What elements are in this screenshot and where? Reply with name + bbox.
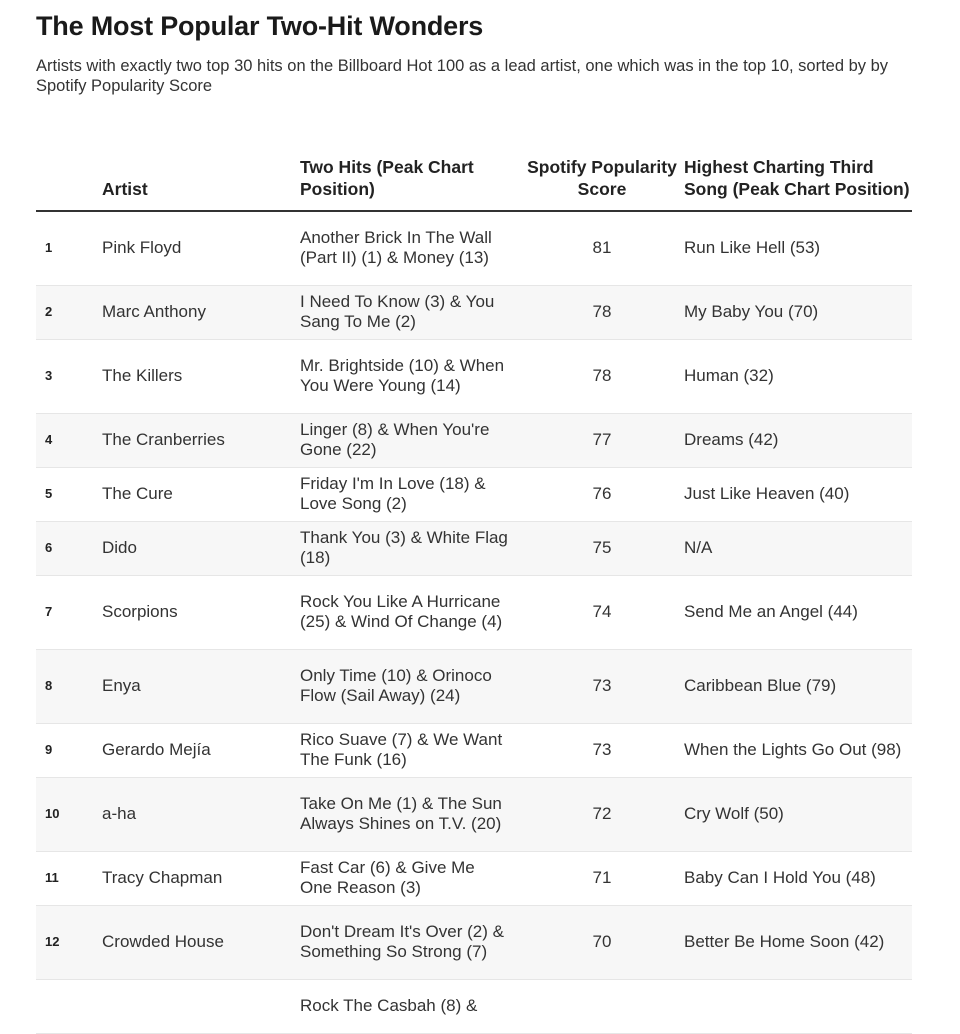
cell-third-song: Better Be Home Soon (42) bbox=[684, 905, 912, 980]
cell-rank: 12 bbox=[36, 905, 102, 980]
cell-rank: 5 bbox=[36, 467, 102, 522]
cell-rank: 10 bbox=[36, 777, 102, 852]
cell-two-hits: Rock You Like A Hurricane (25) & Wind Of… bbox=[300, 575, 520, 650]
header-rank bbox=[36, 128, 102, 212]
cell-third-song bbox=[684, 979, 912, 1034]
header-artist: Artist bbox=[102, 128, 300, 212]
cell-spotify-score: 75 bbox=[520, 521, 684, 576]
cell-third-song: When the Lights Go Out (98) bbox=[684, 723, 912, 778]
cell-two-hits: Take On Me (1) & The Sun Always Shines o… bbox=[300, 777, 520, 852]
cell-third-song: Just Like Heaven (40) bbox=[684, 467, 912, 522]
cell-artist: The Cranberries bbox=[102, 413, 300, 468]
cell-artist: The Cure bbox=[102, 467, 300, 522]
cell-rank: 6 bbox=[36, 521, 102, 576]
cell-third-song: Cry Wolf (50) bbox=[684, 777, 912, 852]
table-row: 6 Dido Thank You (3) & White Flag (18) 75 N/… bbox=[36, 521, 912, 576]
table-row: 11 Tracy Chapman Fast Car (6) & Give Me On… bbox=[36, 851, 912, 906]
data-table: Artist Two Hits (Peak Chart Position) Sp… bbox=[36, 128, 912, 1034]
table-row: 12 Crowded House Don't Dream It's Over (2)… bbox=[36, 905, 912, 980]
table-row: 3 The Killers Mr. Brightside (10) & When Y… bbox=[36, 339, 912, 414]
cell-artist: Scorpions bbox=[102, 575, 300, 650]
cell-spotify-score: 76 bbox=[520, 467, 684, 522]
table-row: 1 Pink Floyd Another Brick In The Wall (Pa… bbox=[36, 211, 912, 286]
cell-spotify-score: 70 bbox=[520, 905, 684, 980]
cell-spotify-score: 71 bbox=[520, 851, 684, 906]
cell-rank: 2 bbox=[36, 285, 102, 340]
table-body: 1 Pink Floyd Another Brick In The Wall (Pa… bbox=[36, 211, 912, 1034]
cell-artist: Marc Anthony bbox=[102, 285, 300, 340]
cell-artist: Enya bbox=[102, 649, 300, 724]
table-row: 5 The Cure Friday I'm In Love (18) & Love … bbox=[36, 467, 912, 522]
cell-third-song: Human (32) bbox=[684, 339, 912, 414]
cell-rank: 4 bbox=[36, 413, 102, 468]
cell-rank: 9 bbox=[36, 723, 102, 778]
table-row: 7 Scorpions Rock You Like A Hurricane (25)… bbox=[36, 575, 912, 650]
cell-spotify-score: 78 bbox=[520, 285, 684, 340]
cell-third-song: My Baby You (70) bbox=[684, 285, 912, 340]
cell-two-hits: Linger (8) & When You're Gone (22) bbox=[300, 413, 520, 468]
cell-third-song: Dreams (42) bbox=[684, 413, 912, 468]
cell-two-hits: Rico Suave (7) & We Want The Funk (16) bbox=[300, 723, 520, 778]
table-header: Artist Two Hits (Peak Chart Position) Sp… bbox=[36, 128, 912, 212]
cell-spotify-score: 77 bbox=[520, 413, 684, 468]
cell-spotify-score: 74 bbox=[520, 575, 684, 650]
cell-rank: 7 bbox=[36, 575, 102, 650]
cell-spotify-score: 72 bbox=[520, 777, 684, 852]
cell-artist bbox=[102, 979, 300, 1034]
table-row: 10 a-ha Take On Me (1) & The Sun Always Sh… bbox=[36, 777, 912, 852]
chart-title: The Most Popular Two-Hit Wonders bbox=[36, 11, 484, 41]
header-third-song: Highest Charting Third Song (Peak Chart … bbox=[684, 128, 912, 212]
cell-artist: Crowded House bbox=[102, 905, 300, 980]
cell-artist: Dido bbox=[102, 521, 300, 576]
cell-rank bbox=[36, 979, 102, 1034]
cell-two-hits: Mr. Brightside (10) & When You Were Youn… bbox=[300, 339, 520, 414]
cell-two-hits: Fast Car (6) & Give Me One Reason (3) bbox=[300, 851, 520, 906]
cell-two-hits: Don't Dream It's Over (2) & Something So… bbox=[300, 905, 520, 980]
cell-rank: 8 bbox=[36, 649, 102, 724]
table-row: Rock The Casbah (8) & bbox=[36, 979, 912, 1034]
cell-spotify-score bbox=[520, 979, 684, 1034]
cell-artist: a-ha bbox=[102, 777, 300, 852]
cell-artist: Pink Floyd bbox=[102, 211, 300, 286]
header-spotify-score: Spotify Popularity Score bbox=[520, 128, 684, 212]
cell-third-song: Run Like Hell (53) bbox=[684, 211, 912, 286]
table-row: 8 Enya Only Time (10) & Orinoco Flow (Sail… bbox=[36, 649, 912, 724]
chart-container: The Most Popular Two-Hit Wonders Artists… bbox=[36, 0, 912, 1034]
cell-two-hits: Friday I'm In Love (18) & Love Song (2) bbox=[300, 467, 520, 522]
cell-rank: 1 bbox=[36, 211, 102, 286]
cell-two-hits: Another Brick In The Wall (Part II) (1) … bbox=[300, 211, 520, 286]
cell-third-song: N/A bbox=[684, 521, 912, 576]
cell-artist: The Killers bbox=[102, 339, 300, 414]
cell-artist: Gerardo Mejía bbox=[102, 723, 300, 778]
cell-two-hits: Only Time (10) & Orinoco Flow (Sail Away… bbox=[300, 649, 520, 724]
cell-rank: 11 bbox=[36, 851, 102, 906]
header-row: Artist Two Hits (Peak Chart Position) Sp… bbox=[36, 128, 912, 212]
table-row: 4 The Cranberries Linger (8) & When You're… bbox=[36, 413, 912, 468]
cell-spotify-score: 73 bbox=[520, 723, 684, 778]
cell-rank: 3 bbox=[36, 339, 102, 414]
header-two-hits: Two Hits (Peak Chart Position) bbox=[300, 128, 520, 212]
cell-spotify-score: 78 bbox=[520, 339, 684, 414]
cell-two-hits: I Need To Know (3) & You Sang To Me (2) bbox=[300, 285, 520, 340]
chart-subtitle: Artists with exactly two top 30 hits on … bbox=[36, 57, 889, 95]
cell-third-song: Caribbean Blue (79) bbox=[684, 649, 912, 724]
cell-third-song: Send Me an Angel (44) bbox=[684, 575, 912, 650]
table-row: 2 Marc Anthony I Need To Know (3) & You Sa… bbox=[36, 285, 912, 340]
table-row: 9 Gerardo Mejía Rico Suave (7) & We Want T… bbox=[36, 723, 912, 778]
cell-spotify-score: 81 bbox=[520, 211, 684, 286]
cell-two-hits: Thank You (3) & White Flag (18) bbox=[300, 521, 520, 576]
cell-artist: Tracy Chapman bbox=[102, 851, 300, 906]
cell-two-hits: Rock The Casbah (8) & bbox=[300, 979, 520, 1034]
cell-spotify-score: 73 bbox=[520, 649, 684, 724]
cell-third-song: Baby Can I Hold You (48) bbox=[684, 851, 912, 906]
